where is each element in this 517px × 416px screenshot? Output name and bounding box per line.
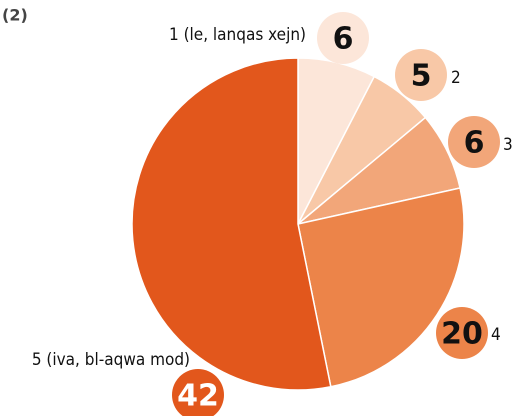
category-label: 2 <box>451 68 461 88</box>
pie-slice <box>297 187 465 388</box>
value-bubble <box>448 116 500 168</box>
category-label: 1 (le, lanqas xejn) <box>169 25 306 45</box>
value-label: 20 <box>441 317 483 352</box>
value-bubble <box>172 369 224 416</box>
value-label: 5 <box>411 59 432 94</box>
pie-slice <box>131 57 332 391</box>
value-bubble <box>317 12 369 64</box>
value-label: 42 <box>177 379 219 414</box>
category-label: 5 (iva, bl-aqwa mod) <box>32 350 190 370</box>
value-label: 6 <box>333 22 354 57</box>
category-label: 3 <box>503 135 513 155</box>
value-bubble <box>436 307 488 359</box>
value-label: 6 <box>464 126 485 161</box>
category-label: 4 <box>491 325 501 345</box>
chart-title: (2) <box>2 6 28 25</box>
value-bubble <box>395 49 447 101</box>
